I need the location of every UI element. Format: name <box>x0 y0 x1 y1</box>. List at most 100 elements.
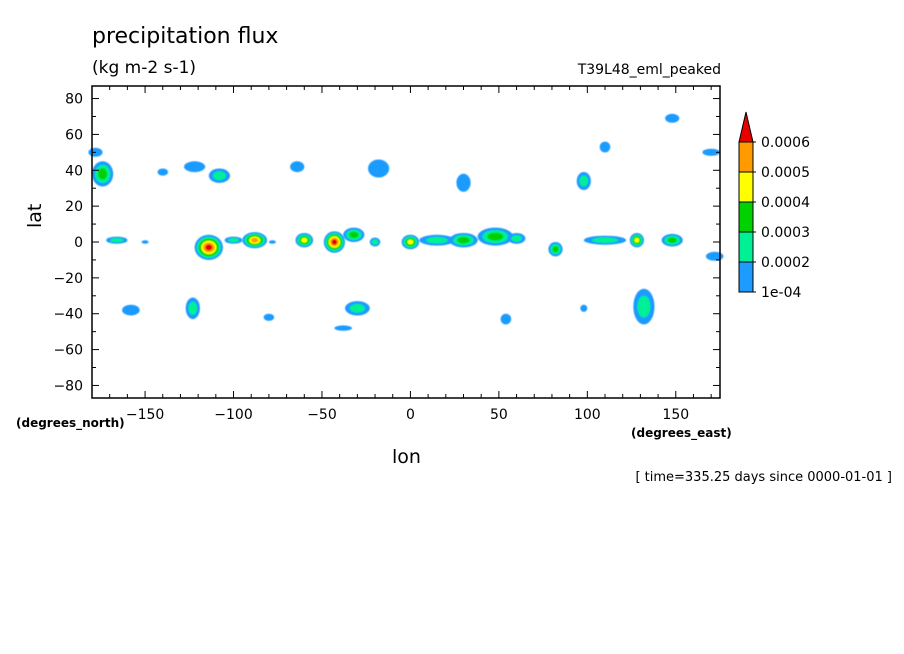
precip-cell-15 <box>323 231 345 253</box>
precip-cell-17 <box>369 237 381 247</box>
x-axis-label: lon <box>392 446 421 468</box>
contour-level-1 <box>665 113 680 123</box>
contour-level-1 <box>290 161 305 173</box>
y-tick-label: 60 <box>65 127 83 143</box>
colorbar-level-label: 0.0003 <box>761 225 810 241</box>
colorbar-segment-3 <box>738 201 754 233</box>
x-axis-units: (degrees_east) <box>631 426 732 440</box>
precip-cell-8 <box>185 297 200 320</box>
precip-cell-12 <box>268 240 276 244</box>
contour-level-2 <box>426 236 448 244</box>
precip-cell-24 <box>449 233 478 248</box>
chart-units: (kg m-2 s-1) <box>92 58 197 78</box>
precip-cell-31 <box>583 235 627 245</box>
colorbar-segment-4 <box>738 231 754 263</box>
y-tick-label: −60 <box>53 343 83 359</box>
contour-level-3 <box>552 246 559 253</box>
contour-level-1 <box>263 313 275 321</box>
colorbar-segment-5 <box>738 261 754 293</box>
precip-cell-33 <box>661 233 683 247</box>
precip-cell-18 <box>368 159 390 178</box>
contour-level-2 <box>591 237 619 243</box>
contour-layer <box>88 113 724 331</box>
precip-cell-3 <box>141 240 149 244</box>
contour-level-1 <box>268 240 276 244</box>
precip-cell-2 <box>106 236 128 244</box>
contour-level-2 <box>511 235 522 242</box>
y-axis-units: (degrees_north) <box>16 416 125 430</box>
contour-level-1 <box>157 168 169 176</box>
colorbar-level-label: 0.0002 <box>761 255 810 271</box>
y-tick-label: 40 <box>65 163 83 179</box>
contour-level-2 <box>110 238 124 243</box>
experiment-label: T39L48_eml_peaked <box>577 62 721 78</box>
colorbar-level-label: 0.0006 <box>761 135 810 151</box>
y-axis-label: lat <box>24 203 46 228</box>
y-axis-ticks: 80 60 40 20 0 −20 −40 −60 −80 <box>53 92 720 394</box>
contour-level-4 <box>407 239 414 245</box>
contour-level-1 <box>456 173 471 192</box>
colorbar-level-label: 1e-04 <box>761 285 801 301</box>
precip-cell-13 <box>295 233 314 248</box>
y-tick-label: −40 <box>53 307 83 323</box>
colorbar-segment-1 <box>738 141 754 173</box>
x-axis-ticks: −150 −100 −50 0 50 100 150 <box>109 86 712 423</box>
precip-cell-36 <box>599 141 611 153</box>
contour-level-1 <box>580 304 588 312</box>
x-tick-label: −100 <box>214 407 252 423</box>
contour-level-4 <box>301 237 308 243</box>
precip-cell-9 <box>194 234 223 260</box>
precip-cell-38 <box>702 148 720 156</box>
precip-cell-21 <box>263 313 275 321</box>
contour-level-2 <box>228 238 239 243</box>
precip-cell-39 <box>705 251 724 261</box>
contour-level-2 <box>212 171 226 181</box>
precip-cell-22 <box>401 234 420 250</box>
x-tick-label: 100 <box>574 407 601 423</box>
contour-level-3 <box>487 232 504 241</box>
precip-cell-37 <box>665 113 680 123</box>
precip-cell-16 <box>343 227 365 242</box>
contour-level-2 <box>579 175 589 187</box>
y-tick-label: −20 <box>53 271 83 287</box>
contour-level-2 <box>637 295 651 318</box>
precip-cell-5 <box>157 168 169 176</box>
y-tick-label: −80 <box>53 378 83 394</box>
precip-cell-11 <box>242 232 268 249</box>
y-tick-label: 0 <box>74 235 83 251</box>
contour-level-6 <box>205 244 213 251</box>
contour-level-1 <box>599 141 611 153</box>
contour-level-1 <box>334 325 353 331</box>
precip-cell-7 <box>208 168 230 183</box>
contour-level-1 <box>500 313 512 325</box>
contour-level-2 <box>349 303 365 313</box>
precip-cell-30 <box>576 172 591 190</box>
contour-level-5 <box>251 237 259 243</box>
colorbar: 0.0006 0.0005 0.0004 0.0003 0.0002 1e-04 <box>738 111 810 301</box>
precip-cell-20 <box>334 325 353 331</box>
contour-level-3 <box>349 231 359 238</box>
contour-level-1 <box>141 240 149 244</box>
precip-cell-35 <box>580 304 588 312</box>
precip-cell-19 <box>345 301 370 316</box>
colorbar-segment-2 <box>738 171 754 203</box>
precip-cell-6 <box>184 161 206 173</box>
time-label: [ time=335.25 days since 0000-01-01 ] <box>635 470 892 485</box>
precip-cell-28 <box>500 313 512 325</box>
contour-level-6 <box>331 239 337 245</box>
precip-cell-34 <box>633 288 655 325</box>
contour-level-4 <box>634 237 640 243</box>
contour-level-1 <box>702 148 720 156</box>
contour-level-1 <box>368 159 390 178</box>
precip-cell-26 <box>507 233 526 244</box>
precip-cell-4 <box>122 304 140 316</box>
precip-cell-32 <box>629 233 645 248</box>
precip-cell-23 <box>419 234 455 246</box>
colorbar-level-label: 0.0005 <box>761 165 810 181</box>
contour-level-2 <box>371 239 379 245</box>
x-tick-label: 150 <box>662 407 689 423</box>
y-tick-label: 20 <box>65 199 83 215</box>
contour-level-1 <box>705 251 724 261</box>
y-tick-label: 80 <box>65 92 83 108</box>
